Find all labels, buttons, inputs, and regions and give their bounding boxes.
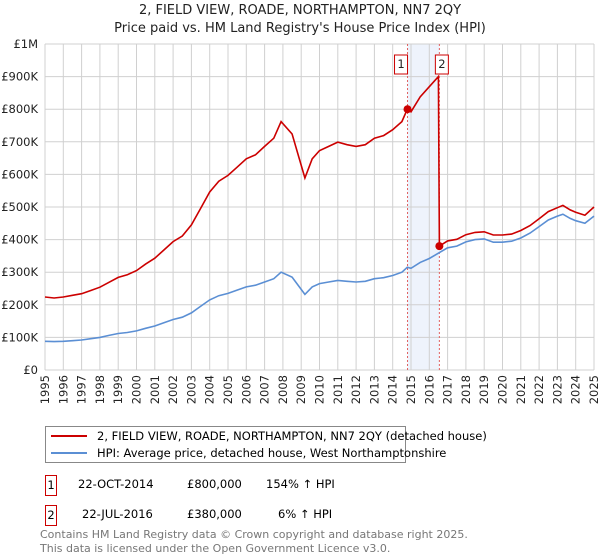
x-tick-label: 2006: [239, 375, 253, 404]
x-tick-label: 1999: [111, 375, 125, 404]
sale-row-2: 2 22-JUL-2016 £380,000 6% ↑ HPI: [45, 505, 445, 526]
x-tick-label: 1998: [93, 375, 107, 404]
legend-swatch-property: [51, 435, 87, 437]
x-tick-label: 2001: [148, 375, 162, 404]
sale-price: £380,000: [187, 507, 242, 521]
x-tick-label: 2007: [258, 375, 272, 404]
x-tick-label: 2018: [459, 375, 473, 404]
chart-title: 2, FIELD VIEW, ROADE, NORTHAMPTON, NN7 2…: [138, 3, 462, 18]
legend-label-property: 2, FIELD VIEW, ROADE, NORTHAMPTON, NN7 2…: [97, 429, 487, 443]
property-price-line: [44, 74, 595, 299]
hpi-line: [44, 213, 595, 343]
x-tick-label: 2022: [532, 375, 546, 404]
x-tick-label: 2021: [514, 375, 528, 404]
x-tick-label: 2012: [349, 375, 363, 404]
footer: Contains HM Land Registry data © Crown c…: [40, 528, 468, 556]
sale-point: [435, 242, 444, 251]
y-tick-label: £200K: [1, 298, 38, 312]
x-tick-label: 2015: [404, 375, 418, 404]
x-tick-label: 2008: [276, 375, 290, 404]
y-tick-label: £300K: [1, 265, 38, 279]
sale-badge: 1: [45, 475, 57, 496]
sale-point: [403, 105, 412, 114]
y-tick-label: £900K: [1, 70, 38, 84]
x-tick-label: 2024: [569, 375, 583, 404]
legend-label-hpi: HPI: Average price, detached house, West…: [97, 446, 447, 460]
sale-badge: 2: [45, 505, 57, 526]
legend-item-property: 2, FIELD VIEW, ROADE, NORTHAMPTON, NN7 2…: [51, 428, 487, 444]
footer-licence: This data is licensed under the Open Gov…: [40, 542, 391, 555]
legend-item-hpi: HPI: Average price, detached house, West…: [51, 445, 446, 461]
x-tick-label: 2017: [441, 375, 455, 404]
y-tick-label: £600K: [1, 167, 38, 181]
sale-badge-label: 1: [397, 57, 404, 71]
x-tick-label: 2014: [386, 375, 400, 404]
x-tick-label: 2005: [221, 375, 235, 404]
x-tick-label: 2000: [130, 375, 144, 404]
legend: 2, FIELD VIEW, ROADE, NORTHAMPTON, NN7 2…: [45, 426, 487, 463]
x-tick-label: 2004: [203, 375, 217, 404]
x-tick-label: 2013: [367, 375, 381, 404]
x-tick-label: 2016: [422, 375, 436, 404]
sale-row-1: 1 22-OCT-2014 £800,000 154% ↑ HPI: [45, 475, 445, 496]
sale-hpi-diff: 6% ↑ HPI: [278, 507, 333, 521]
y-tick-label: £800K: [1, 102, 38, 116]
y-tick-label: £400K: [1, 233, 38, 247]
sale-badge-label: 2: [438, 57, 445, 71]
x-tick-label: 2020: [496, 375, 510, 404]
x-tick-label: 2003: [184, 375, 198, 404]
x-tick-label: 2011: [331, 375, 345, 404]
sale-date: 22-JUL-2016: [82, 507, 153, 521]
x-tick-label: 1997: [75, 375, 89, 404]
x-tick-label: 1995: [38, 375, 52, 404]
sale-hpi-diff: 154% ↑ HPI: [266, 477, 335, 491]
sale-badge-box: [434, 54, 449, 75]
chart-subtitle: Price paid vs. HM Land Registry's House …: [114, 21, 486, 36]
price-chart: 1995 1996 1997 1998 1999 2000 2001 2002 2003 2004…: [1, 37, 600, 404]
x-tick-label: 2025: [587, 375, 600, 404]
x-tick-label: 1996: [56, 375, 70, 404]
legend-swatch-hpi: [51, 452, 87, 454]
sale-date: 22-OCT-2014: [78, 477, 154, 491]
footer-copyright: Contains HM Land Registry data © Crown c…: [40, 528, 468, 541]
y-tick-label: £0: [23, 363, 38, 377]
x-tick-label: 2002: [166, 375, 180, 404]
x-tick-label: 2010: [313, 375, 327, 404]
x-tick-label: 2019: [477, 375, 491, 404]
y-tick-label: £100K: [1, 330, 38, 344]
x-tick-label: 2009: [294, 375, 308, 404]
y-tick-label: £1M: [13, 37, 38, 51]
y-tick-label: £500K: [1, 200, 38, 214]
y-tick-label: £700K: [1, 135, 38, 149]
sale-badge-box: [394, 54, 409, 75]
x-tick-label: 2023: [550, 375, 564, 404]
sale-price: £800,000: [187, 477, 242, 491]
